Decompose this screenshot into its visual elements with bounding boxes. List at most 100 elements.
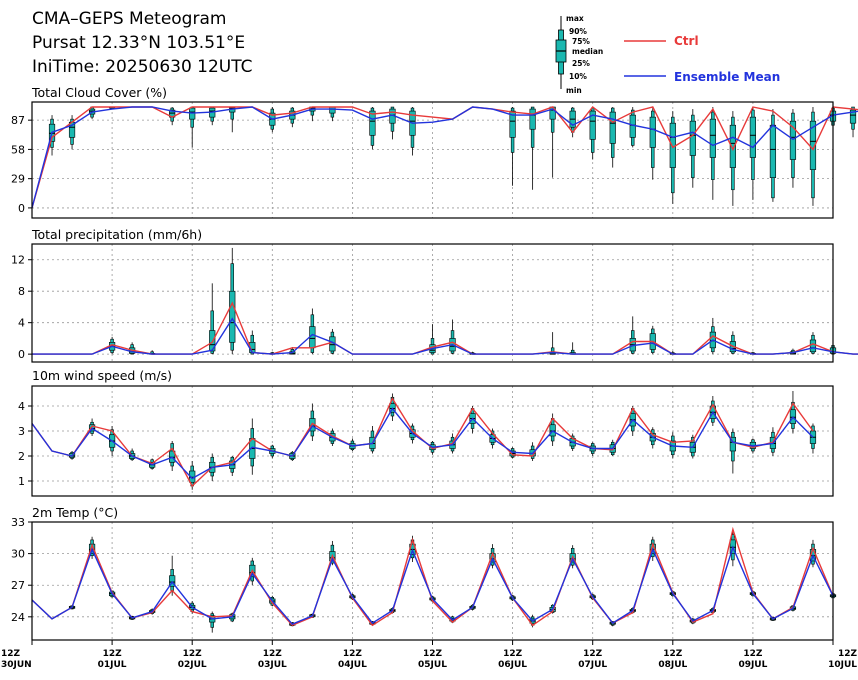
box-p25-p75 [669,122,676,168]
y-tick-label: 0 [18,202,25,215]
ensemble-box [229,106,236,133]
panel-frame [31,243,834,363]
ensemble-box [549,106,556,178]
box-p25-p75 [749,116,756,158]
x-tick-date: 01JUL [98,660,127,670]
x-tick-hour: 12Z [743,649,763,659]
ensemble-box [809,107,817,206]
chart-panels: Total Cloud Cover (%) 0 29 58 87 Total precip… [11,85,858,641]
ensemble-box [169,441,176,471]
box-p25-p75 [509,110,516,138]
x-tick-hour: 12Z [343,649,363,659]
box-p25-p75 [769,124,777,178]
panel-2: Total precipitation (mm/6h) 0 4 8 12 [11,227,858,363]
x-tick-date: 05JUL [418,660,447,670]
x-tick-date: 03JUL [258,660,287,670]
box-p25-p75 [649,116,656,148]
y-tick-label: 29 [11,173,25,186]
ensemble-box [289,107,296,128]
box-p25-p75 [809,339,817,353]
ensemble-box [509,107,516,186]
panel-4: 2m Temp (°C) 24 27 30 33 [11,505,837,641]
ensemble-box [309,308,316,355]
legend-key-label: 10% [569,72,587,81]
legend-key-label: 75% [572,37,590,46]
box-p25-p75 [609,111,616,144]
ensemble-box [669,111,676,204]
title-line-3: IniTime: 20250630 12UTC [32,57,253,77]
ensemble-box [649,325,656,355]
x-tick-hour: 12Z [1,649,21,659]
legend-key-label: min [566,86,582,95]
x-axis: 12Z30JUN12Z01JUL12Z02JUL12Z03JUL12Z04JUL… [1,640,857,670]
ensemble-box [569,342,576,355]
ensemble-mean-line [31,407,814,480]
x-tick-date: 07JUL [578,660,607,670]
legend: max 90%75%median 25% 10% min Ctrl Ensemble M… [555,14,780,95]
ensemble-box [209,611,216,633]
x-tick-hour: 12Z [263,649,283,659]
box-p25-p75 [729,124,736,168]
y-tick-label: 87 [11,114,25,127]
box-p25-p75 [849,109,857,124]
panel-title: 10m wind speed (m/s) [32,368,172,383]
ensemble-box [649,107,656,180]
y-tick-label: 58 [11,143,25,156]
ensemble-box [309,403,316,441]
ensemble-box [549,332,556,355]
x-tick-date: 02JUL [178,660,207,670]
legend-key-label: 25% [572,59,590,68]
ensemble-box [789,109,797,188]
panel-frame [31,101,834,219]
y-tick-label: 12 [11,254,25,267]
legend-key-label: median [572,47,603,56]
box-p25-p75 [689,120,696,156]
x-tick-hour: 12Z [103,649,123,659]
box-p25-p75 [589,110,596,140]
ensemble-box [729,331,736,355]
title-line-1: CMA–GEPS Meteogram [32,9,226,29]
x-tick-hour: 12Z [503,649,523,659]
y-tick-label: 27 [11,579,25,592]
legend-mean-label: Ensemble Mean [674,70,780,84]
panel-1: Total Cloud Cover (%) 0 29 58 87 [11,85,858,219]
x-tick-date: 10JUL [828,660,857,670]
ensemble-box [709,107,716,200]
legend-key-label: 90% [569,27,587,36]
ensemble-mean-line [32,317,858,355]
panel-title: Total precipitation (mm/6h) [31,227,202,242]
x-tick-date: 30JUN [1,660,32,670]
ensemble-box [68,115,76,150]
y-tick-label: 4 [18,317,25,330]
y-tick-label: 0 [18,348,25,361]
y-tick-label: 4 [18,400,25,413]
box-p25-p75 [789,120,797,160]
y-tick-label: 30 [11,548,25,561]
box-p25-p75 [329,106,336,114]
ensemble-box [729,428,736,474]
ensemble-box [609,107,616,168]
ensemble-box [809,332,817,355]
x-tick-hour: 12Z [423,649,443,659]
legend-ctrl-label: Ctrl [674,34,699,48]
ensemble-box [689,109,696,188]
y-tick-label: 8 [18,285,25,298]
ensemble-box [229,247,236,355]
title-line-2: Pursat 12.33°N 103.51°E [32,33,245,53]
ensemble-box [769,109,777,202]
ctrl-line [31,106,858,209]
ensemble-box [629,316,636,355]
x-tick-date: 09JUL [738,660,767,670]
legend-key-label: max [566,14,584,23]
x-tick-hour: 12Z [663,649,683,659]
ensemble-box [789,391,797,434]
panel-title: 2m Temp (°C) [32,505,118,520]
x-tick-date: 04JUL [338,660,367,670]
y-tick-label: 2 [18,450,25,463]
x-tick-hour: 12Z [583,649,603,659]
ensemble-box [749,107,756,200]
ensemble-box [529,106,536,190]
panel-title: Total Cloud Cover (%) [31,85,167,100]
ensemble-mean-line [31,545,834,626]
